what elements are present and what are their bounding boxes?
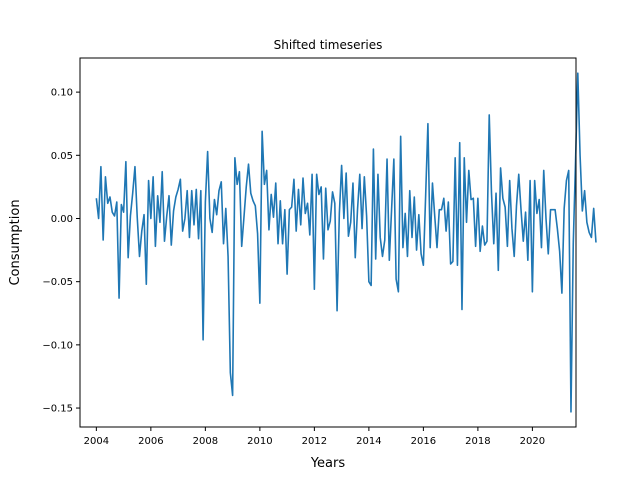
y-axis-ticks: 0.10 0.05 0.00 −0.05 −0.10 −0.15	[42, 88, 80, 415]
x-tick-label: 2010	[247, 436, 272, 447]
x-tick-label: 2018	[465, 436, 490, 447]
y-tick-label: 0.05	[51, 151, 73, 162]
series-line-0	[95, 72, 597, 413]
x-tick-label: 2016	[411, 436, 436, 447]
y-tick-label: −0.15	[42, 404, 73, 415]
x-tick-label: 2004	[84, 436, 109, 447]
x-axis-ticks: 2004 2006 2008 2010 2012 2014 2016 2018 2020	[84, 427, 545, 447]
chart-title: Shifted timeseries	[274, 38, 383, 52]
plot-frame	[79, 57, 577, 428]
x-tick-label: 2012	[302, 436, 327, 447]
y-tick-label: 0.00	[51, 214, 73, 225]
y-tick-label: −0.05	[42, 277, 73, 288]
x-tick-label: 2014	[356, 436, 381, 447]
x-tick-label: 2020	[520, 436, 545, 447]
x-tick-label: 2008	[193, 436, 218, 447]
y-axis-label: Consumption	[8, 199, 23, 285]
x-tick-label: 2006	[138, 436, 163, 447]
line-layer	[95, 72, 597, 413]
y-tick-label: 0.10	[51, 88, 73, 99]
x-axis-label: Years	[310, 456, 346, 471]
y-tick-label: −0.10	[42, 340, 73, 351]
